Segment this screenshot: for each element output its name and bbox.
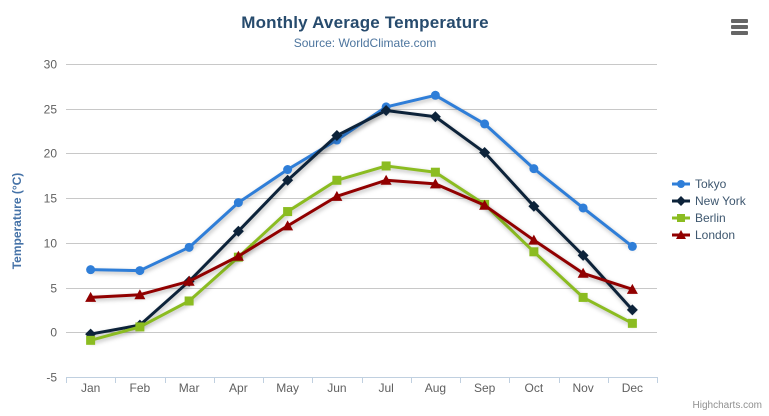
point-london-may[interactable] bbox=[282, 220, 294, 231]
point-berlin-mar[interactable] bbox=[184, 296, 194, 306]
legend-label: Berlin bbox=[695, 210, 726, 225]
point-new-york-aug[interactable] bbox=[429, 111, 441, 123]
legend-symbol-square bbox=[672, 213, 690, 222]
point-london-mar[interactable] bbox=[183, 275, 195, 286]
point-new-york-sep[interactable] bbox=[479, 147, 491, 159]
highcharts-credit[interactable]: Highcharts.com bbox=[692, 400, 762, 411]
point-london-jul[interactable] bbox=[380, 174, 392, 185]
point-london-sep[interactable] bbox=[479, 199, 491, 210]
point-new-york-may[interactable] bbox=[282, 174, 294, 186]
point-london-nov[interactable] bbox=[577, 267, 589, 278]
chart-context-menu-button[interactable] bbox=[729, 17, 753, 39]
legend-item-tokyo[interactable]: Tokyo bbox=[672, 175, 746, 192]
point-berlin-dec[interactable] bbox=[627, 318, 637, 328]
point-tokyo-nov[interactable] bbox=[578, 203, 588, 213]
series-tokyo[interactable] bbox=[86, 90, 637, 276]
point-berlin-aug[interactable] bbox=[430, 167, 440, 177]
series-london[interactable] bbox=[85, 174, 638, 302]
x-axis-label: Nov bbox=[572, 381, 593, 395]
legend-symbol-circle bbox=[672, 179, 690, 188]
y-axis-label: 25 bbox=[44, 103, 58, 117]
point-london-feb[interactable] bbox=[134, 289, 146, 300]
x-axis-label: Aug bbox=[425, 381, 446, 395]
point-london-oct[interactable] bbox=[528, 234, 540, 245]
legend-item-berlin[interactable]: Berlin bbox=[672, 209, 746, 226]
point-london-jan[interactable] bbox=[85, 291, 97, 302]
y-axis-label: 15 bbox=[44, 192, 58, 206]
x-axis-label: Apr bbox=[229, 381, 248, 395]
point-tokyo-may[interactable] bbox=[283, 165, 293, 175]
y-axis-label: -5 bbox=[46, 371, 57, 385]
x-axis-label: Dec bbox=[622, 381, 643, 395]
x-axis-label: Jan bbox=[81, 381, 100, 395]
point-london-aug[interactable] bbox=[429, 178, 441, 189]
point-london-jun[interactable] bbox=[331, 190, 343, 201]
point-berlin-jan[interactable] bbox=[86, 335, 96, 345]
chart-title: Monthly Average Temperature bbox=[241, 13, 489, 32]
point-berlin-jul[interactable] bbox=[381, 161, 391, 171]
point-berlin-may[interactable] bbox=[283, 207, 293, 217]
point-tokyo-aug[interactable] bbox=[430, 90, 440, 100]
y-axis-label: 5 bbox=[50, 282, 57, 296]
point-new-york-jul[interactable] bbox=[380, 105, 392, 117]
x-axis-label: Feb bbox=[130, 381, 151, 395]
legend-item-new-york[interactable]: New York bbox=[672, 192, 746, 209]
point-berlin-oct[interactable] bbox=[529, 247, 539, 257]
point-tokyo-dec[interactable] bbox=[627, 241, 637, 251]
point-london-dec[interactable] bbox=[626, 283, 638, 294]
point-berlin-feb[interactable] bbox=[135, 322, 145, 332]
legend-label: New York bbox=[695, 193, 746, 208]
point-tokyo-sep[interactable] bbox=[480, 119, 490, 129]
y-axis-label: 0 bbox=[50, 326, 57, 340]
legend-label: Tokyo bbox=[695, 176, 727, 191]
legend-label: London bbox=[695, 227, 736, 242]
legend-item-london[interactable]: London bbox=[672, 226, 746, 243]
point-tokyo-feb[interactable] bbox=[135, 266, 145, 276]
legend: Tokyo New York Berlin London bbox=[672, 175, 746, 243]
point-london-apr[interactable] bbox=[232, 250, 244, 261]
x-axis-label: May bbox=[276, 381, 299, 395]
y-axis-label: 10 bbox=[44, 237, 58, 251]
x-axis-label: Sep bbox=[474, 381, 496, 395]
point-new-york-nov[interactable] bbox=[577, 249, 589, 261]
series-new-york[interactable] bbox=[85, 105, 638, 340]
point-berlin-nov[interactable] bbox=[578, 292, 588, 302]
x-axis-label: Jul bbox=[378, 381, 393, 395]
point-tokyo-jan[interactable] bbox=[86, 265, 96, 275]
point-berlin-jun[interactable] bbox=[332, 175, 342, 185]
x-axis-label: Jun bbox=[327, 381, 346, 395]
point-new-york-apr[interactable] bbox=[232, 225, 244, 237]
legend-symbol-triangle bbox=[672, 229, 690, 239]
point-new-york-oct[interactable] bbox=[528, 200, 540, 212]
point-new-york-dec[interactable] bbox=[626, 304, 638, 316]
hamburger-icon bbox=[731, 19, 751, 35]
series-line bbox=[89, 164, 634, 342]
x-axis-label: Mar bbox=[179, 381, 200, 395]
y-axis-label: 20 bbox=[44, 147, 58, 161]
legend-symbol-diamond bbox=[672, 195, 690, 206]
point-new-york-jun[interactable] bbox=[331, 130, 343, 142]
x-axis-label: Oct bbox=[525, 381, 544, 395]
point-tokyo-oct[interactable] bbox=[529, 164, 539, 174]
chart-subtitle: Source: WorldClimate.com bbox=[293, 36, 437, 50]
point-tokyo-apr[interactable] bbox=[233, 198, 243, 208]
series-line bbox=[89, 109, 634, 336]
point-tokyo-mar[interactable] bbox=[184, 242, 194, 252]
series-line bbox=[89, 178, 634, 299]
y-axis-label: 30 bbox=[44, 58, 58, 72]
